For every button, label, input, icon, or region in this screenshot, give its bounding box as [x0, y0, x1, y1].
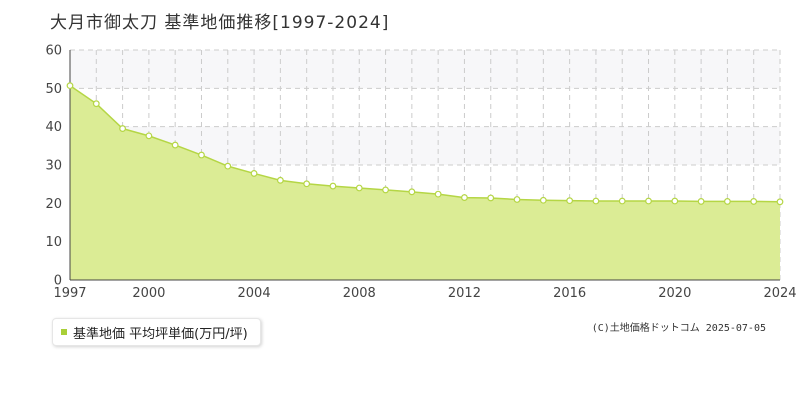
y-tick-label: 60	[45, 44, 62, 59]
series-line	[69, 85, 781, 203]
data-point	[171, 141, 179, 149]
data-point	[119, 125, 126, 132]
data-point	[618, 197, 626, 205]
y-tick-label: 50	[45, 82, 62, 97]
y-tick-label: 20	[45, 197, 62, 212]
data-point	[408, 188, 416, 196]
data-point	[276, 176, 284, 184]
y-tick-label: 30	[45, 159, 62, 174]
data-point	[329, 182, 337, 190]
x-tick-label: 2008	[343, 286, 376, 301]
x-tick-label: 2024	[763, 286, 796, 301]
y-tick-label: 10	[45, 235, 62, 250]
data-point	[224, 162, 232, 170]
data-point	[434, 190, 442, 198]
data-point	[355, 184, 363, 192]
data-point	[513, 196, 521, 203]
data-point	[198, 151, 205, 159]
grid-band	[70, 50, 780, 89]
legend-swatch	[61, 329, 67, 335]
chart-title: 大月市御太刀 基準地価推移[1997-2024]	[50, 13, 390, 33]
legend: 基準地価 平均坪単価(万円/坪)	[52, 318, 261, 346]
x-tick-label: 2020	[658, 286, 691, 301]
x-tick-label: 2012	[448, 286, 481, 301]
legend-label: 基準地価 平均坪単価(万円/坪)	[73, 326, 248, 342]
x-tick-label: 1997	[53, 286, 86, 301]
data-point	[461, 194, 468, 201]
data-point	[671, 197, 679, 205]
y-tick-label: 0	[54, 274, 62, 289]
copyright-text: (C)土地価格ドットコム 2025-07-05	[591, 323, 766, 334]
x-tick-label: 2000	[132, 286, 165, 301]
data-point	[382, 186, 389, 194]
data-point	[92, 100, 100, 108]
data-point	[566, 197, 574, 205]
data-point	[145, 132, 153, 140]
x-tick-label: 2004	[238, 286, 271, 301]
data-point	[750, 198, 758, 205]
data-point	[539, 196, 547, 204]
data-point	[592, 197, 600, 205]
y-tick-label: 40	[45, 120, 62, 135]
data-point	[724, 198, 731, 205]
data-point	[303, 180, 311, 188]
series-area	[70, 85, 780, 281]
data-point	[66, 82, 74, 90]
data-point	[645, 197, 652, 205]
x-tick-label: 2016	[553, 286, 586, 301]
data-point	[776, 198, 784, 206]
data-point	[250, 170, 258, 177]
data-point	[487, 194, 495, 202]
data-point	[697, 198, 705, 205]
